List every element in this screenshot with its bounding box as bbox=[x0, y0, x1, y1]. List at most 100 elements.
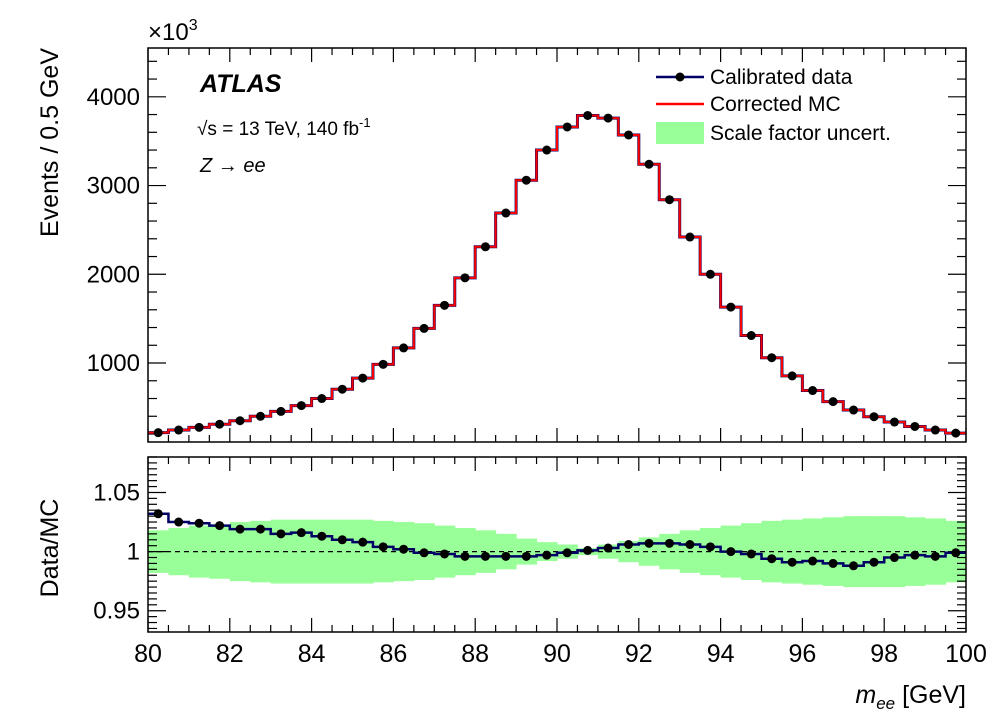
y-multiplier-exponent: 3 bbox=[189, 17, 198, 34]
ratio-point bbox=[399, 544, 409, 554]
data-point bbox=[194, 422, 204, 432]
data-point bbox=[787, 371, 797, 381]
ratio-point bbox=[849, 561, 859, 571]
ratio-point bbox=[767, 554, 777, 564]
band-segment bbox=[209, 524, 231, 579]
legend-label-data: Calibrated data bbox=[710, 66, 853, 89]
data-point bbox=[664, 195, 674, 205]
data-point bbox=[767, 353, 777, 363]
ratio-y-tick-label: 1 bbox=[127, 539, 140, 566]
ratio-point bbox=[521, 551, 531, 561]
x-tick-label: 100 bbox=[945, 640, 987, 668]
x-tick-label: 90 bbox=[543, 640, 571, 668]
data-point bbox=[808, 386, 818, 396]
process-ee: ee bbox=[243, 155, 265, 177]
band-segment bbox=[884, 516, 906, 588]
main-histograms bbox=[148, 113, 966, 435]
ratio-point bbox=[808, 556, 818, 566]
data-point bbox=[276, 406, 286, 416]
band-segment bbox=[352, 519, 374, 584]
data-point bbox=[255, 411, 265, 421]
ratio-point bbox=[644, 538, 654, 548]
main-y-tick-label: 1000 bbox=[87, 350, 140, 377]
ratio-point bbox=[215, 521, 225, 531]
data-point bbox=[828, 397, 838, 407]
x-tick-label: 88 bbox=[461, 640, 489, 668]
data-point bbox=[399, 343, 409, 353]
ratio-point bbox=[705, 542, 715, 552]
ratio-y-tick-label: 1.05 bbox=[93, 479, 140, 506]
energy-lumi-exponent: -1 bbox=[359, 115, 371, 130]
ratio-point bbox=[276, 529, 286, 539]
ratio-y-tick-labels: 0.95 1 1.05 bbox=[93, 479, 140, 624]
legend-label-mc: Corrected MC bbox=[710, 93, 841, 116]
data-point bbox=[603, 113, 613, 123]
data-point bbox=[337, 384, 347, 394]
ratio-ticks bbox=[147, 456, 967, 632]
energy-lumi-label: √s = 13 TeV, 140 fb-1 bbox=[197, 115, 371, 140]
energy-lumi-text: √s = 13 TeV, 140 fb bbox=[197, 119, 359, 140]
data-point bbox=[624, 130, 634, 140]
data-point bbox=[501, 208, 511, 218]
data-point bbox=[583, 110, 593, 120]
ratio-point bbox=[664, 538, 674, 548]
ratio-point bbox=[153, 509, 163, 519]
main-panel bbox=[147, 47, 967, 443]
process-z: Z bbox=[199, 155, 213, 177]
ratio-point bbox=[910, 550, 920, 560]
data-point bbox=[705, 269, 715, 279]
x-tick-label: 94 bbox=[707, 640, 735, 668]
main-frame bbox=[147, 47, 967, 443]
data-point bbox=[174, 425, 184, 435]
ratio-point bbox=[501, 551, 511, 561]
ratio-point bbox=[562, 548, 572, 558]
ratio-point bbox=[787, 557, 797, 567]
data-point bbox=[849, 405, 859, 415]
ratio-point bbox=[317, 531, 327, 541]
data-point bbox=[235, 416, 245, 426]
data-point bbox=[358, 373, 368, 383]
data-point bbox=[869, 412, 879, 422]
main-y-axis-title: Events / 0.5 GeV bbox=[36, 48, 64, 237]
ratio-point bbox=[869, 557, 879, 567]
data-point bbox=[296, 401, 306, 411]
legend-label-band: Scale factor uncert. bbox=[710, 122, 891, 145]
ratio-point bbox=[889, 553, 899, 563]
band-segment bbox=[802, 518, 824, 585]
ratio-point bbox=[174, 517, 184, 527]
legend: Calibrated data Corrected MC Scale facto… bbox=[656, 66, 891, 145]
x-tick-label: 84 bbox=[298, 640, 326, 668]
ratio-point bbox=[480, 551, 490, 561]
data-point bbox=[542, 145, 552, 155]
process-label: Z → ee bbox=[199, 155, 266, 177]
main-y-tick-labels: 1000 2000 3000 4000 bbox=[87, 84, 140, 377]
ratio-point bbox=[930, 551, 940, 561]
main-data-points bbox=[153, 110, 961, 438]
ratio-point bbox=[337, 535, 347, 545]
y-multiplier: ×103 bbox=[148, 17, 198, 46]
ratio-point bbox=[419, 548, 429, 558]
process-arrow: → bbox=[212, 155, 243, 177]
data-point bbox=[910, 421, 920, 431]
ratio-point bbox=[624, 540, 634, 549]
data-point bbox=[153, 428, 163, 438]
data-point bbox=[644, 159, 654, 169]
x-tick-label: 86 bbox=[379, 640, 407, 668]
legend-band-swatch bbox=[656, 122, 704, 144]
band-segment bbox=[270, 519, 292, 584]
data-point bbox=[440, 300, 450, 310]
ratio-point bbox=[378, 542, 388, 552]
data-point bbox=[419, 323, 429, 333]
main-y-tick-label: 3000 bbox=[87, 173, 140, 200]
ratio-point bbox=[440, 549, 450, 559]
main-y-tick-label: 2000 bbox=[87, 261, 140, 288]
x-tick-label: 80 bbox=[134, 640, 162, 668]
data-point bbox=[378, 359, 388, 369]
x-axis-title: mee [GeV] bbox=[855, 681, 966, 713]
ratio-point bbox=[296, 528, 306, 538]
ratio-point bbox=[746, 549, 756, 559]
main-y-tick-label: 4000 bbox=[87, 84, 140, 111]
data-point bbox=[480, 242, 490, 252]
x-tick-label: 98 bbox=[870, 640, 898, 668]
